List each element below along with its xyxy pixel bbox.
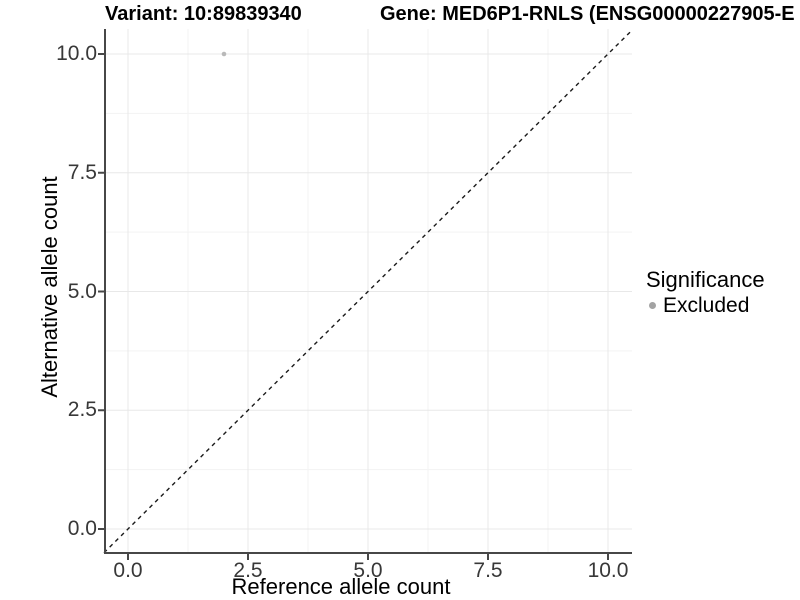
x-tick-label: 10.0 xyxy=(587,559,629,582)
variant-title: Variant: 10:89839340 xyxy=(105,3,302,25)
plot-canvas xyxy=(98,29,633,560)
x-axis-title: Reference allele count xyxy=(231,574,451,599)
y-tick-label: 2.5 xyxy=(67,398,97,422)
x-tick-label: 7.5 xyxy=(473,559,503,582)
y-axis-title: Alternative allele count xyxy=(37,176,62,398)
y-tick-label: 0.0 xyxy=(67,517,97,540)
y-tick-label: 7.5 xyxy=(67,160,97,184)
y-tick-label: 10.0 xyxy=(56,42,97,65)
y-tick-label: 5.0 xyxy=(67,279,97,303)
data-point-excluded xyxy=(221,51,227,57)
identity-reference-line xyxy=(103,29,633,554)
legend-item-label: Excluded xyxy=(663,294,750,317)
x-tick-label: 0.0 xyxy=(113,559,143,582)
gene-title: Gene: MED6P1-RNLS (ENSG00000227905-E xyxy=(380,3,795,25)
legend-title: Significance xyxy=(646,267,765,292)
x-tick-label: 2.5 xyxy=(233,559,263,582)
legend: Significance Excluded xyxy=(646,267,765,317)
legend-item-excluded: Excluded xyxy=(646,294,765,317)
plot-panel xyxy=(98,29,633,560)
excluded-point-icon xyxy=(649,302,656,309)
x-tick-label: 5.0 xyxy=(353,559,383,582)
